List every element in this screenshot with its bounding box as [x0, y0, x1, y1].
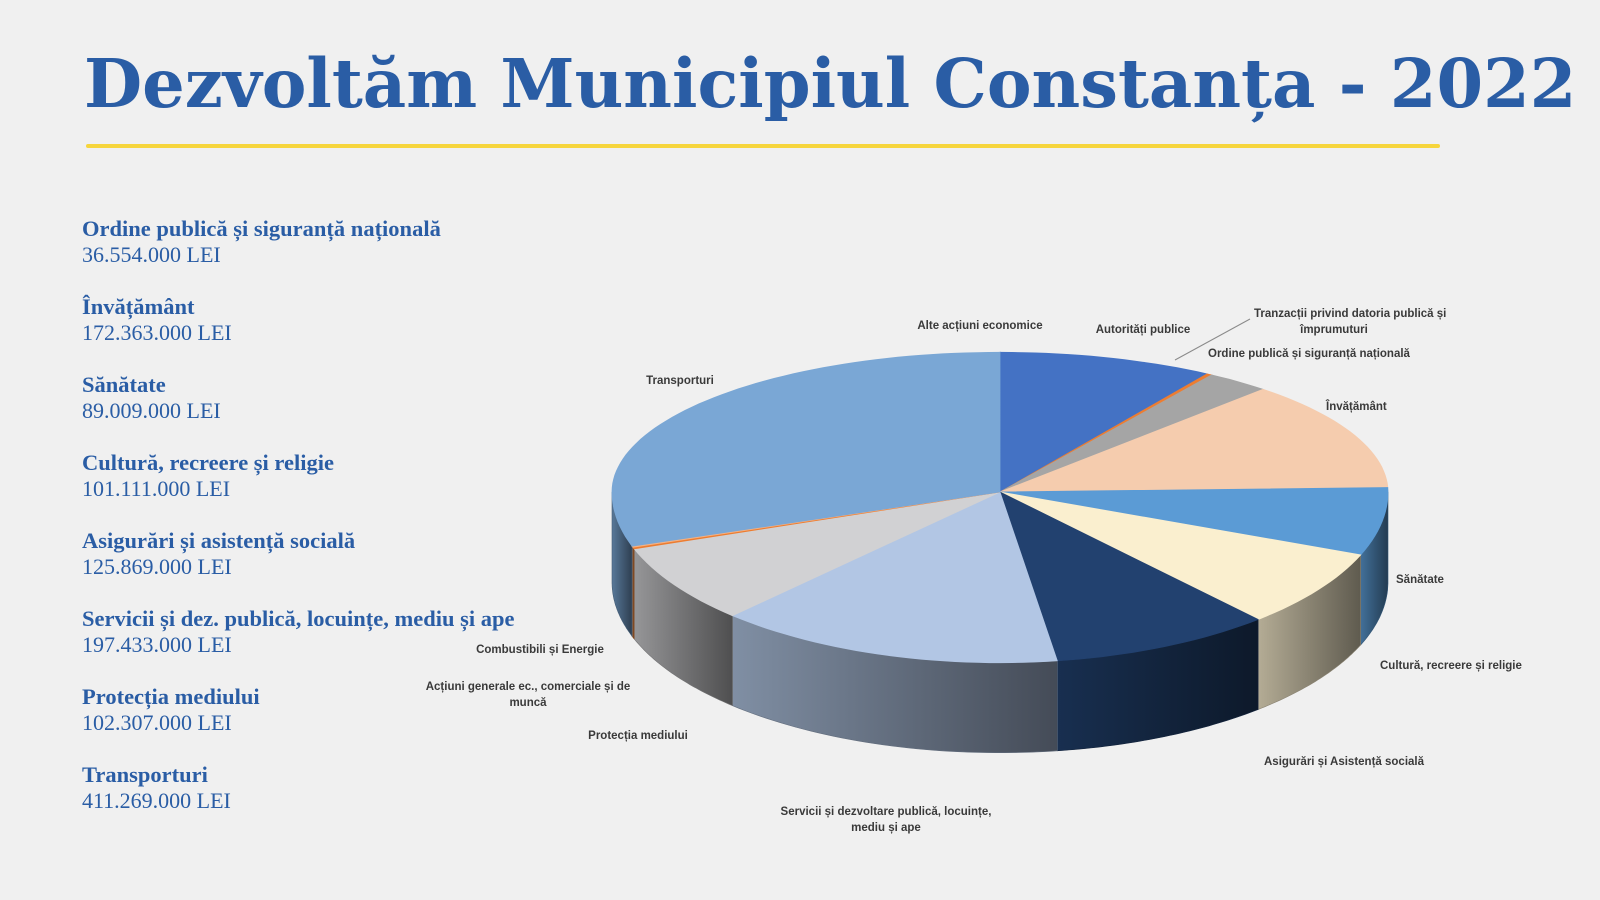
- slice-label-0: Alte acțiuni economice: [917, 320, 1042, 332]
- budget-item-label: Învățământ: [82, 294, 195, 319]
- budget-item-value: 411.269.000 LEI: [82, 788, 231, 813]
- slice-label-4: Învățământ: [1325, 400, 1387, 413]
- budget-item-protectia-mediului: Protecția mediului 102.307.000 LEI: [82, 684, 602, 762]
- slice-label-2: Tranzacții privind datoria publică și împ…: [1254, 308, 1446, 336]
- budget-item-label: Servicii și dez. publică, locuințe, medi…: [82, 606, 515, 631]
- pie-slice-4: [999, 388, 1389, 493]
- pie-slice-6: [999, 491, 1362, 620]
- slice-label-11: Combustibili și Energie: [476, 644, 604, 656]
- pie-slice-3: [999, 374, 1265, 493]
- budget-item-value: 36.554.000 LEI: [82, 242, 221, 267]
- pie-slice-9: [633, 491, 1001, 617]
- budget-item-label: Protecția mediului: [82, 684, 260, 709]
- budget-item-label: Asigurări și asistență socială: [82, 528, 356, 553]
- budget-item-transporturi: Transporturi 411.269.000 LEI: [82, 762, 602, 840]
- budget-item-value: 101.111.000 LEI: [82, 476, 231, 501]
- pie-side-walls: [611, 492, 1389, 753]
- leader-line: [1174, 318, 1251, 361]
- pie-slice-7: [999, 491, 1260, 662]
- slice-label-7: Asigurări și Asistență socială: [1264, 756, 1425, 768]
- slice-label-3: Ordine publică și siguranță națională: [1208, 348, 1411, 360]
- budget-item-label: Ordine publică și siguranță națională: [82, 216, 441, 241]
- budget-list: Ordine publică și siguranță națională 36…: [82, 216, 602, 840]
- pie-slice-1: [999, 351, 1209, 493]
- pie-slice-5: [999, 487, 1389, 556]
- pie-slice-8: [731, 491, 1058, 664]
- slice-label-10: Acțiuni generale ec., comerciale și de mu…: [426, 681, 631, 709]
- page-title: Dezvoltăm Municipiul Constanța - 2022: [84, 44, 1577, 123]
- budget-item-sanatate: Sănătate 89.009.000 LEI: [82, 372, 602, 450]
- budget-item-servicii: Servicii și dez. publică, locuințe, medi…: [82, 606, 602, 684]
- pie-top-faces: [611, 351, 1389, 664]
- pie-slice-labels: Alte acțiuni economice Autorități publice…: [426, 308, 1522, 834]
- budget-item-value: 197.433.000 LEI: [82, 632, 232, 657]
- budget-item-value: 125.869.000 LEI: [82, 554, 232, 579]
- pie-slice-12: [611, 351, 1001, 547]
- budget-item-invatamant: Învățământ 172.363.000 LEI: [82, 294, 602, 372]
- slice-label-6: Cultură, recreere și religie: [1380, 660, 1522, 672]
- budget-item-value: 102.307.000 LEI: [82, 710, 232, 735]
- slice-label-1: Autorități publice: [1096, 324, 1191, 336]
- slice-label-5: Sănătate: [1396, 574, 1444, 586]
- budget-item-asigurari: Asigurări și asistență socială 125.869.0…: [82, 528, 602, 606]
- budget-item-label: Transporturi: [82, 762, 208, 787]
- budget-item-value: 89.009.000 LEI: [82, 398, 221, 423]
- slice-label-8: Servicii și dezvoltare publică, locuințe…: [781, 806, 992, 834]
- budget-item-ordine-publica: Ordine publică și siguranță națională 36…: [82, 216, 602, 294]
- budget-item-label: Cultură, recreere și religie: [82, 450, 334, 475]
- budget-item-value: 172.363.000 LEI: [82, 320, 232, 345]
- slice-label-9: Protecția mediului: [588, 730, 688, 742]
- title-underline: [86, 144, 1440, 148]
- budget-item-label: Sănătate: [82, 372, 166, 397]
- budget-item-cultura: Cultură, recreere și religie 101.111.000…: [82, 450, 602, 528]
- slice-label-12: Transporturi: [646, 375, 714, 387]
